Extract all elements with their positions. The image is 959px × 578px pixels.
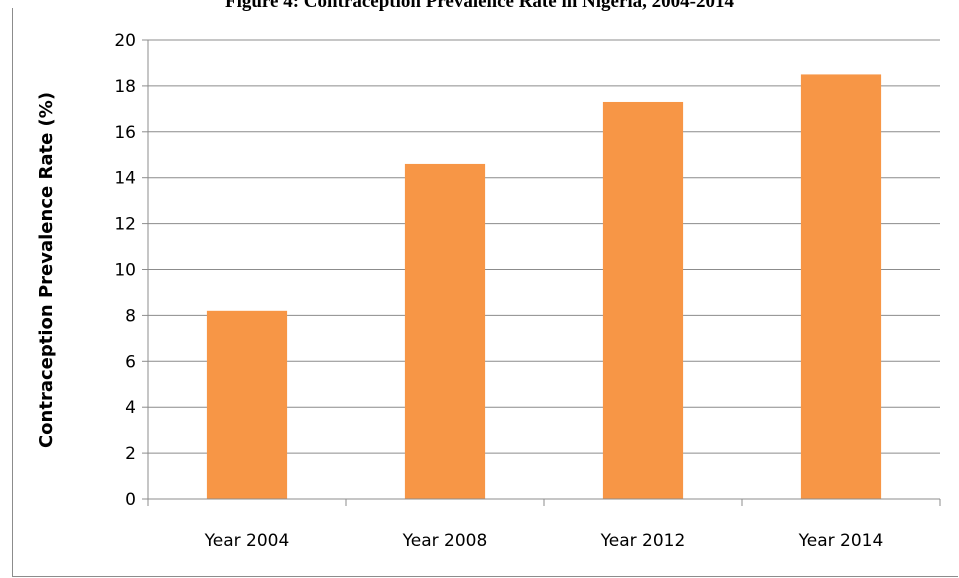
- x-tick-label: Year 2004: [204, 531, 290, 551]
- y-axis-title: Contraception Prevalence Rate (%): [36, 92, 57, 448]
- y-tick-label: 8: [125, 306, 136, 326]
- x-tick-label: Year 2008: [402, 531, 488, 551]
- bar-year-2008: [404, 163, 486, 499]
- y-tick-labels: 0 2 4 6 8 10 12 14 16 18 20: [114, 31, 136, 510]
- y-tick-label: 20: [114, 31, 136, 51]
- bar-year-2012: [602, 101, 684, 499]
- y-tick-label: 10: [114, 261, 136, 281]
- y-tick-label: 14: [114, 169, 136, 189]
- y-tick-label: 18: [114, 77, 136, 97]
- bars: [206, 74, 882, 500]
- y-tick-label: 16: [114, 123, 136, 143]
- x-tick-labels: Year 2004 Year 2008 Year 2012 Year 2014: [204, 531, 884, 551]
- figure-title: Figure 4: Contraception Prevalence Rate …: [224, 0, 735, 12]
- x-tick-label: Year 2014: [798, 531, 884, 551]
- y-tick-label: 6: [125, 352, 136, 372]
- y-tick-label: 4: [125, 398, 136, 418]
- y-tick-label: 2: [125, 444, 136, 464]
- y-tick-label: 0: [125, 490, 136, 510]
- x-tick-label: Year 2012: [600, 531, 686, 551]
- y-tick-label: 12: [114, 215, 136, 235]
- bar-year-2004: [206, 310, 288, 499]
- chart-frame: [12, 8, 958, 577]
- bar-year-2014: [800, 74, 882, 500]
- axes: [142, 39, 941, 506]
